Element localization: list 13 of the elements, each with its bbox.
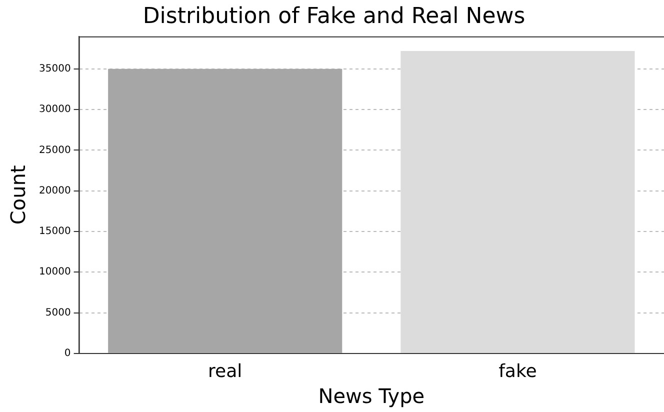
y-tick-label: 35000 [39,64,71,75]
y-tick-label: 10000 [39,266,71,278]
y-tick-label: 25000 [39,144,71,156]
chart-title: Distribution of Fake and Real News [142,4,526,29]
y-tick-label: 15000 [39,226,71,238]
x-axis-title: News Type [318,384,425,408]
y-tick-label: 30000 [39,104,71,116]
y-tick-label: 0 [64,348,71,359]
x-tick-label: real [208,360,242,382]
x-tick-label: fake [498,360,537,382]
y-axis-title: Count [6,165,30,225]
y-tick-label: 20000 [39,185,71,196]
y-tick-label: 5000 [45,307,71,318]
